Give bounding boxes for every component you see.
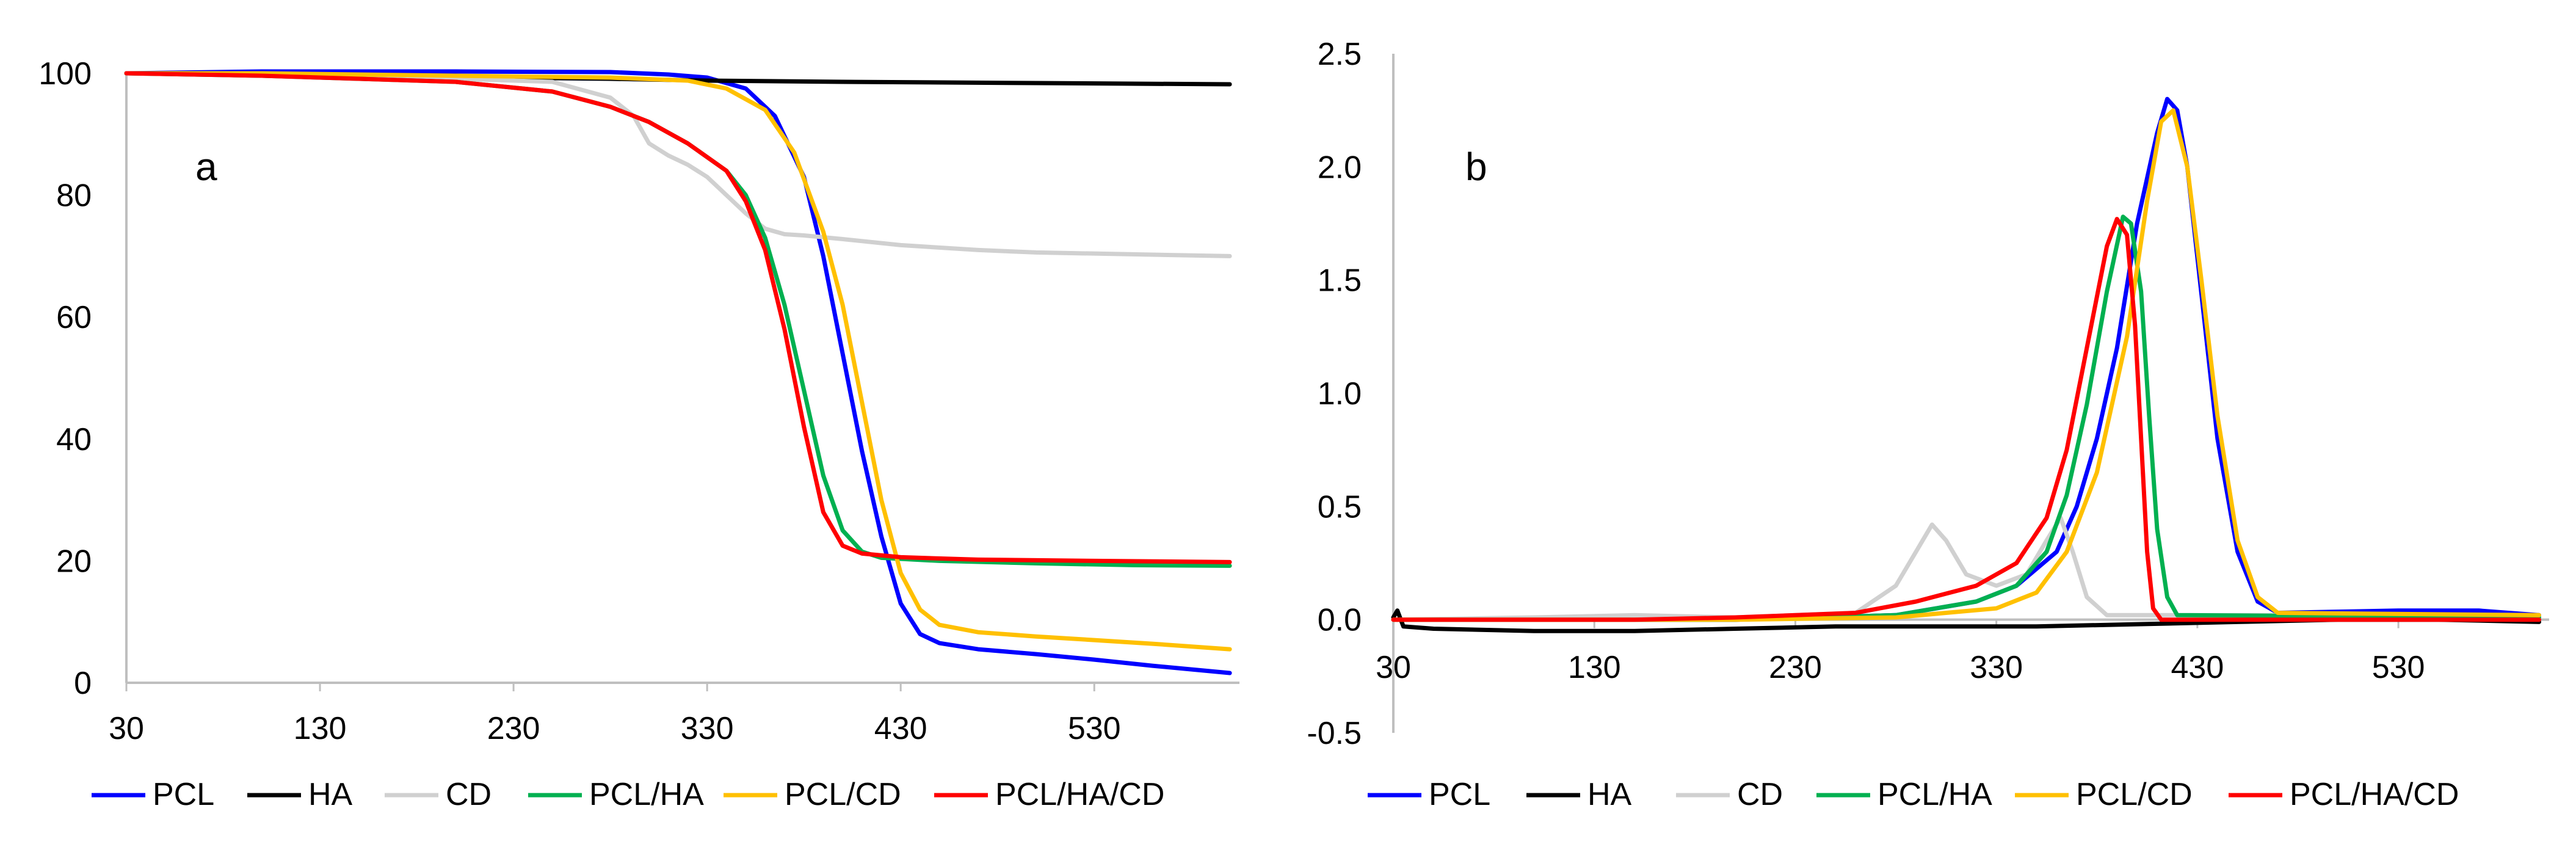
legend-item-pcl-cd: PCL/CD xyxy=(724,777,901,812)
legend-label: PCL/HA xyxy=(1878,777,1992,812)
x-tick-label: 230 xyxy=(1769,650,1822,685)
legend-item-cd: CD xyxy=(1676,777,1783,812)
y-tick-label: 2.0 xyxy=(1318,150,1362,185)
x-tick-label: 30 xyxy=(109,711,144,746)
panel-label: b xyxy=(1465,145,1487,189)
series-line-pcl-cd xyxy=(1391,108,2541,622)
y-tick-label: 1.0 xyxy=(1318,376,1362,412)
legend-label: HA xyxy=(1587,777,1632,812)
y-tick-label: 20 xyxy=(56,544,92,579)
legend-label: PCL xyxy=(153,777,214,812)
x-tick-label: 230 xyxy=(487,711,540,746)
series-line-pcl-ha xyxy=(1391,214,2541,622)
legend-item-pcl: PCL xyxy=(92,777,214,812)
legend-item-ha: HA xyxy=(247,777,353,812)
series-line-pcl xyxy=(1391,96,2541,622)
legend-item-pcl-ha-cd: PCL/HA/CD xyxy=(2229,777,2459,812)
legend-label: CD xyxy=(1737,777,1783,812)
series-line-pcl-cd xyxy=(124,71,1232,652)
x-tick-label: 430 xyxy=(2171,650,2224,685)
x-tick-label: 30 xyxy=(1376,650,1411,685)
x-tick-label: 130 xyxy=(1568,650,1621,685)
x-tick-label: 130 xyxy=(294,711,347,746)
legend-label: CD xyxy=(446,777,492,812)
series-line-pcl-ha-cd xyxy=(124,71,1232,564)
y-tick-label: -0.5 xyxy=(1307,716,1362,751)
legend-item-pcl-ha-cd: PCL/HA/CD xyxy=(934,777,1164,812)
legend: PCL HA CD PCL/HA PCL/CD PCL/HA/CD xyxy=(92,777,1164,812)
series-line-pcl-ha-cd xyxy=(1391,217,2541,622)
y-tick-label: 40 xyxy=(56,422,92,457)
x-tick-label: 330 xyxy=(1970,650,2023,685)
legend-item-pcl-ha: PCL/HA xyxy=(1816,777,1992,812)
legend-item-pcl-cd: PCL/CD xyxy=(2015,777,2193,812)
legend-item-pcl-ha: PCL/HA xyxy=(528,777,704,812)
x-tick-label: 430 xyxy=(874,711,927,746)
legend-label: PCL/HA/CD xyxy=(995,777,1164,812)
y-tick-label: 0.5 xyxy=(1318,489,1362,525)
legend-label: PCL/HA xyxy=(589,777,704,812)
x-tick-label: 530 xyxy=(2372,650,2425,685)
panel-b: 30 130 230 330 430 530 -0.5 0.0 0.5 1.0 1.5 2.0 2.5 b… xyxy=(1307,37,2549,812)
series-line-pcl-ha xyxy=(124,71,1232,568)
legend-label: PCL/CD xyxy=(785,777,901,812)
series-line-cd xyxy=(124,71,1232,258)
y-tick-label: 0.0 xyxy=(1318,603,1362,638)
legend-item-ha: HA xyxy=(1526,777,1632,812)
y-tick-label: 1.5 xyxy=(1318,263,1362,299)
y-tick-label: 2.5 xyxy=(1318,37,1362,72)
legend: PCL HA CD PCL/HA PCL/CD PCL/HA/CD xyxy=(1368,777,2459,812)
x-tick-label: 330 xyxy=(681,711,734,746)
panel-label: a xyxy=(195,145,217,189)
y-tick-label: 80 xyxy=(56,178,92,214)
y-tick-label: 60 xyxy=(56,300,92,335)
legend-label: HA xyxy=(308,777,353,812)
legend-label: PCL/HA/CD xyxy=(2290,777,2459,812)
legend-item-pcl: PCL xyxy=(1368,777,1490,812)
x-tick-label: 530 xyxy=(1068,711,1121,746)
legend-item-cd: CD xyxy=(385,777,492,812)
legend-label: PCL/CD xyxy=(2076,777,2193,812)
y-tick-label: 0 xyxy=(74,666,92,701)
y-tick-label: 100 xyxy=(38,56,92,92)
series-line-pcl xyxy=(124,69,1232,675)
legend-label: PCL xyxy=(1429,777,1490,812)
